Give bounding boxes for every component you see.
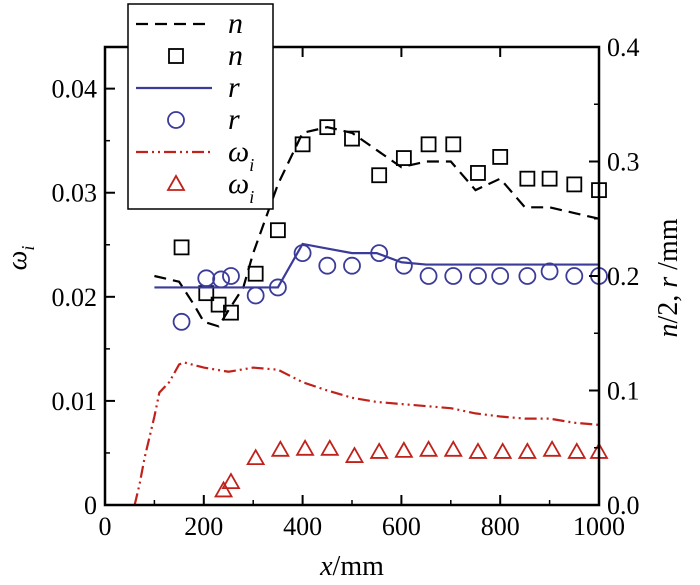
data-point (419, 440, 439, 457)
y-right-tick-label: 0.3 (607, 148, 640, 177)
legend-box (127, 3, 274, 210)
x-tick-label: 0 (99, 512, 112, 541)
data-point (519, 170, 536, 187)
plot-area (133, 119, 609, 506)
legend-swatch (167, 111, 185, 129)
data-point (540, 262, 559, 281)
y-right-tick-label: 0.4 (607, 33, 640, 62)
legend-swatch (166, 174, 186, 191)
data-point (318, 256, 337, 275)
data-point (470, 165, 486, 181)
x-tick-labels: 0 200 400 600 800 1000 (99, 512, 626, 541)
y-left-tick-label: 0.02 (52, 283, 98, 312)
data-point (420, 136, 437, 153)
x-tick-label: 600 (382, 512, 421, 541)
data-point (270, 440, 290, 457)
x-axis-title: x/mm (319, 551, 384, 582)
y-left-tick-label: 0 (84, 491, 97, 520)
data-point (210, 296, 227, 313)
data-point (295, 438, 315, 456)
data-point (343, 256, 361, 275)
x-tick-label: 400 (283, 512, 322, 541)
data-point (172, 312, 191, 331)
legend-label: n (228, 39, 243, 72)
y-left-axis-title: ωi (2, 246, 38, 271)
data-point (394, 256, 413, 275)
data-point (469, 267, 487, 285)
series-0 (154, 126, 600, 328)
series-line (154, 242, 599, 289)
data-point (468, 442, 488, 459)
data-point (344, 446, 365, 463)
data-point (492, 149, 509, 165)
x-tick-label: 200 (184, 512, 223, 541)
series-2 (154, 242, 599, 289)
series-3 (172, 244, 608, 331)
data-point (493, 442, 513, 459)
data-point (565, 267, 584, 285)
legend-swatch (168, 48, 184, 64)
series-4 (133, 361, 600, 506)
data-point (268, 278, 287, 297)
legend-label: r (228, 103, 240, 136)
data-point (294, 136, 311, 153)
data-point (223, 304, 239, 321)
data-point (491, 267, 510, 285)
data-point (320, 438, 340, 456)
y-right-tick-label: 0.2 (607, 262, 640, 291)
y-left-tick-label: 0.03 (52, 179, 98, 208)
data-point (212, 270, 230, 289)
data-point (445, 136, 462, 153)
data-point (222, 267, 240, 285)
data-point (293, 244, 312, 263)
data-point (319, 119, 336, 136)
data-point (214, 480, 234, 498)
data-point (394, 441, 414, 458)
data-point (444, 267, 463, 285)
legend-label: ωi (228, 135, 254, 175)
data-point (197, 269, 216, 288)
data-point (269, 222, 286, 239)
legend-label: r (228, 71, 240, 104)
data-point (517, 442, 537, 459)
data-point (395, 150, 412, 166)
series-line (154, 126, 600, 328)
data-point (443, 440, 463, 457)
data-point (221, 472, 241, 490)
data-point (542, 440, 562, 457)
y-left-tick-labels: 0 0.01 0.02 0.03 0.04 (52, 75, 98, 520)
data-point (566, 176, 583, 193)
y-left-tick-label: 0.04 (52, 75, 98, 104)
legend-label: n (228, 7, 243, 40)
series-5 (214, 438, 609, 498)
y-right-tick-label: 0.1 (607, 377, 640, 406)
data-point (419, 267, 438, 285)
y-left-tick-label: 0.01 (52, 387, 98, 416)
y-right-axis-title: n/2, r /mm (653, 218, 684, 337)
data-point (369, 442, 389, 459)
data-point (247, 265, 264, 282)
y-right-tick-label: 0.0 (607, 491, 640, 520)
series-line (133, 361, 600, 506)
x-tick-label: 1000 (573, 512, 625, 541)
x-tick-label: 800 (481, 512, 520, 541)
data-point (246, 448, 266, 466)
data-point (567, 442, 587, 459)
series-1 (173, 119, 607, 321)
data-point (370, 244, 389, 263)
y-right-tick-labels: 0.0 0.1 0.2 0.3 0.4 (607, 33, 640, 520)
data-point (541, 170, 558, 187)
data-point (344, 130, 360, 147)
data-point (173, 239, 190, 256)
legend-label: ωi (228, 167, 254, 207)
data-point (371, 167, 388, 184)
data-point (246, 286, 265, 305)
data-point (518, 267, 537, 285)
